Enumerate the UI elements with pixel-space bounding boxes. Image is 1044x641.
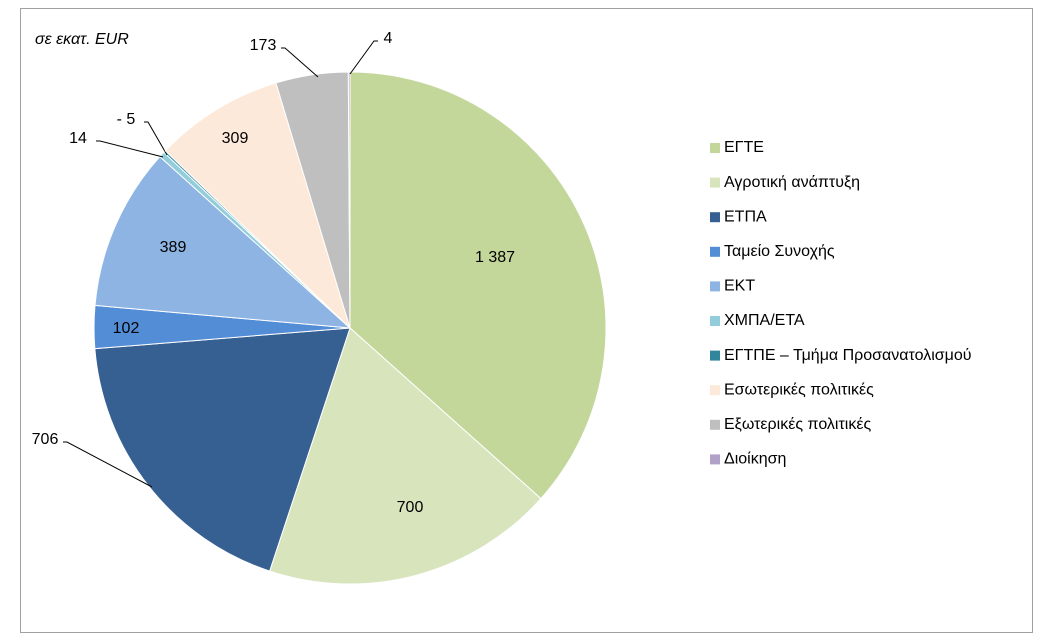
pie-slice <box>164 82 352 330</box>
leader-line <box>281 47 319 78</box>
legend-swatch <box>710 281 720 292</box>
data-label: 14 <box>69 130 87 147</box>
legend-swatch <box>710 177 720 188</box>
data-label: 700 <box>397 499 424 516</box>
data-label: 1 387 <box>475 249 515 266</box>
pie-slice <box>347 71 351 329</box>
legend-label: ΕΓΤΕ <box>724 139 764 156</box>
leader-line <box>144 121 168 156</box>
data-label: 102 <box>113 320 140 337</box>
legend-label: Εξωτερικές πολιτικές <box>724 416 871 433</box>
leader-line <box>63 441 153 488</box>
legend-swatch <box>710 350 720 361</box>
legend-swatch <box>710 454 720 465</box>
legend-label: Διοίκηση <box>724 451 786 468</box>
legend-swatch <box>710 419 720 430</box>
legend-swatch <box>710 246 720 257</box>
data-label: 706 <box>32 431 59 448</box>
legend-label: Εσωτερικές πολιτικές <box>724 381 874 398</box>
data-label: 173 <box>250 37 277 54</box>
leader-line <box>96 140 164 158</box>
chart-title: σε εκατ. EUR <box>35 31 129 48</box>
legend-swatch <box>710 143 720 153</box>
leader-line <box>349 40 378 75</box>
pie-slice <box>269 327 542 585</box>
legend-swatch <box>710 212 720 223</box>
data-label: 4 <box>384 30 393 47</box>
data-label: - 5 <box>117 111 136 128</box>
legend-label: Ταμείο Συνοχής <box>724 243 835 260</box>
data-label: 309 <box>222 130 249 147</box>
data-label: 389 <box>160 239 187 256</box>
legend-label: ΕΤΠΑ <box>724 208 767 225</box>
legend-swatch <box>710 316 720 326</box>
legend-label: Αγροτική ανάπτυξη <box>724 174 860 191</box>
legend-label: ΧΜΠΑ/ΕΤΑ <box>724 312 805 329</box>
pie-slice <box>94 155 352 329</box>
legend-label: ΕΓΤΠΕ – Τμήμα Προσανατολισμού <box>724 347 972 364</box>
legend-label: ΕΚΤ <box>724 278 755 295</box>
pie-slice <box>94 327 351 572</box>
pie-slice <box>349 71 607 500</box>
legend-swatch <box>710 385 720 396</box>
